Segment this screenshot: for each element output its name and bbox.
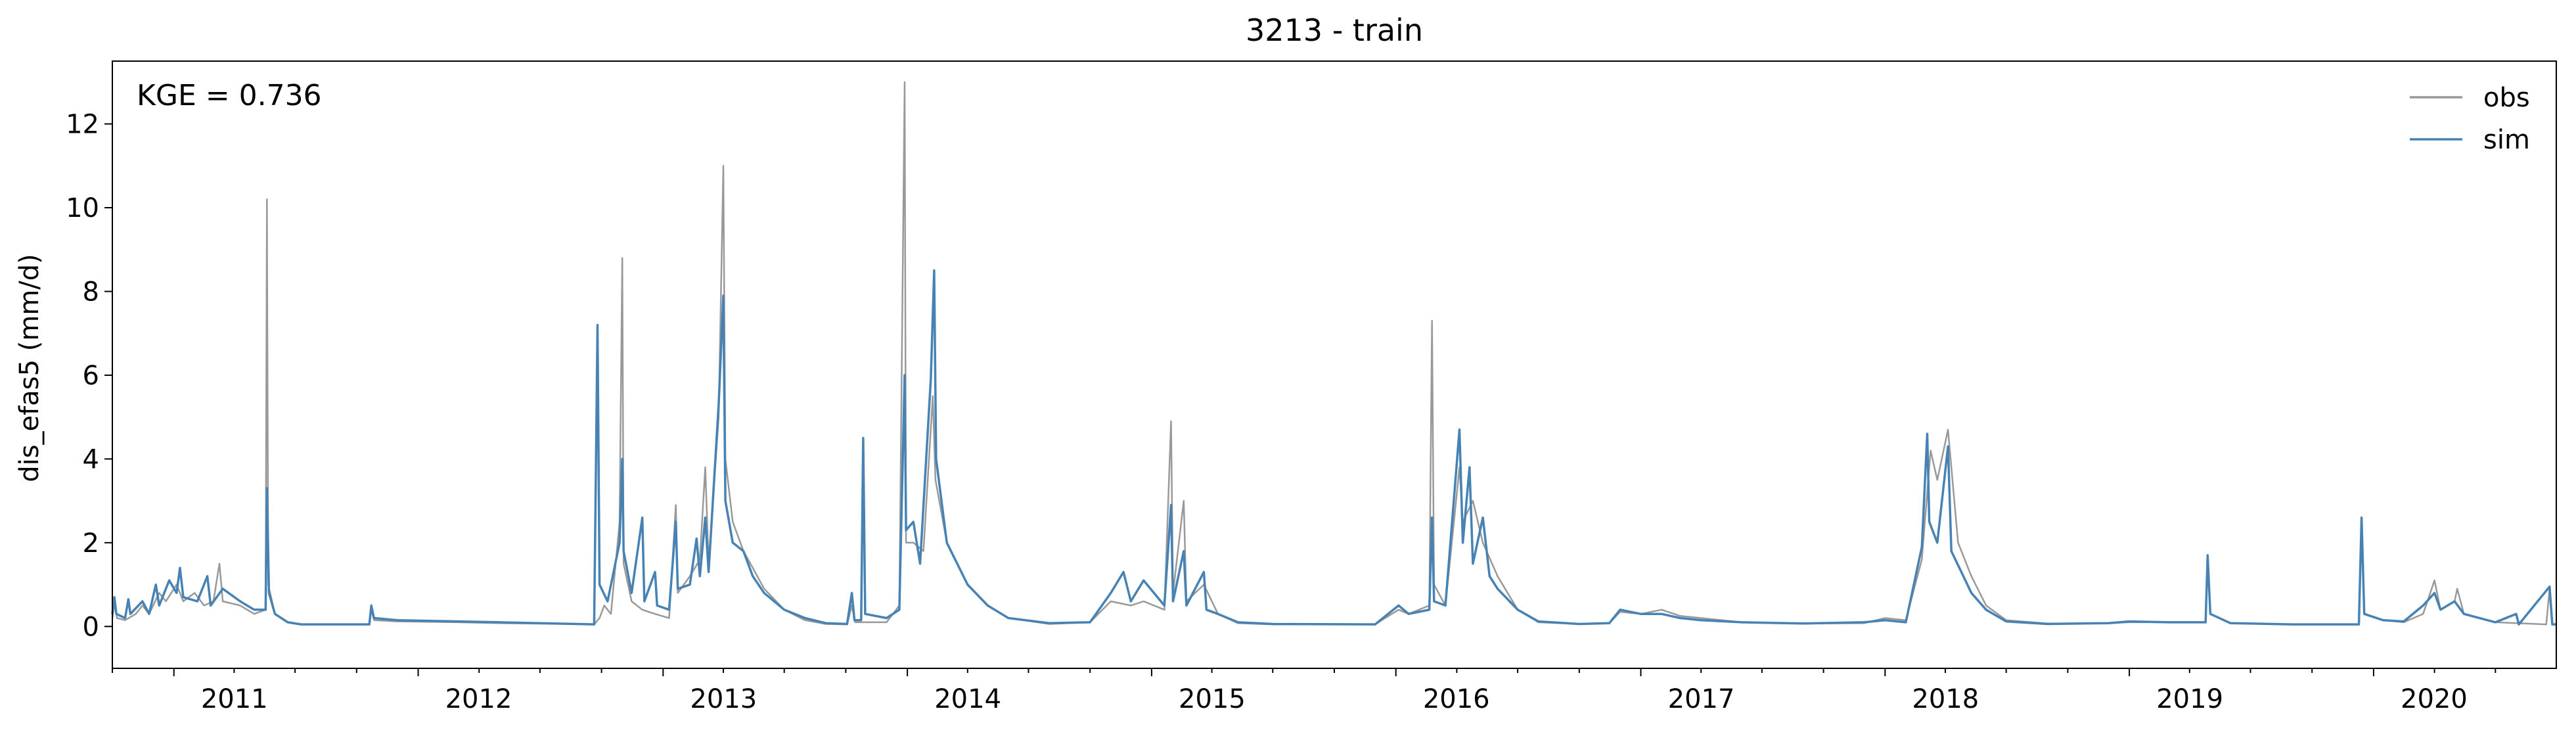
kge-annotation: KGE = 0.736 — [137, 79, 322, 112]
x-tick-label: 2016 — [1423, 684, 1490, 714]
plot-frame — [112, 60, 2557, 669]
y-tick-label: 2 — [83, 528, 99, 559]
legend-label-obs: obs — [2483, 83, 2530, 113]
y-axis-ticks: 0 2 4 6 8 10 12 — [66, 110, 112, 642]
y-tick-label: 4 — [83, 444, 99, 474]
x-tick-label: 2014 — [934, 684, 1001, 714]
y-tick-label: 0 — [83, 612, 99, 642]
legend: obs sim — [2410, 83, 2530, 155]
x-tick-label: 2019 — [2156, 684, 2223, 714]
x-tick-label: 2017 — [1668, 684, 1735, 714]
x-tick-label: 2013 — [690, 684, 757, 714]
y-tick-label: 8 — [83, 277, 99, 307]
y-axis-label: dis_efas5 (mm/d) — [14, 254, 45, 482]
chart-title: 3213 - train — [1246, 12, 1423, 48]
x-tick-label: 2018 — [1912, 684, 1979, 714]
x-tick-label: 2015 — [1179, 684, 1246, 714]
series-line-sim — [111, 269, 2556, 626]
y-tick-label: 12 — [66, 110, 99, 140]
y-tick-label: 6 — [83, 361, 99, 391]
series-line-obs — [111, 81, 2556, 626]
x-tick-label: 2011 — [201, 684, 268, 714]
x-axis-ticks: 2011 2012 2013 2014 2015 2016 2017 2018 2019 2020 — [112, 668, 2497, 714]
y-tick-label: 10 — [66, 193, 99, 223]
x-tick-label: 2020 — [2401, 684, 2468, 714]
plot-series — [111, 81, 2556, 626]
legend-label-sim: sim — [2483, 125, 2530, 155]
x-tick-label: 2012 — [445, 684, 512, 714]
